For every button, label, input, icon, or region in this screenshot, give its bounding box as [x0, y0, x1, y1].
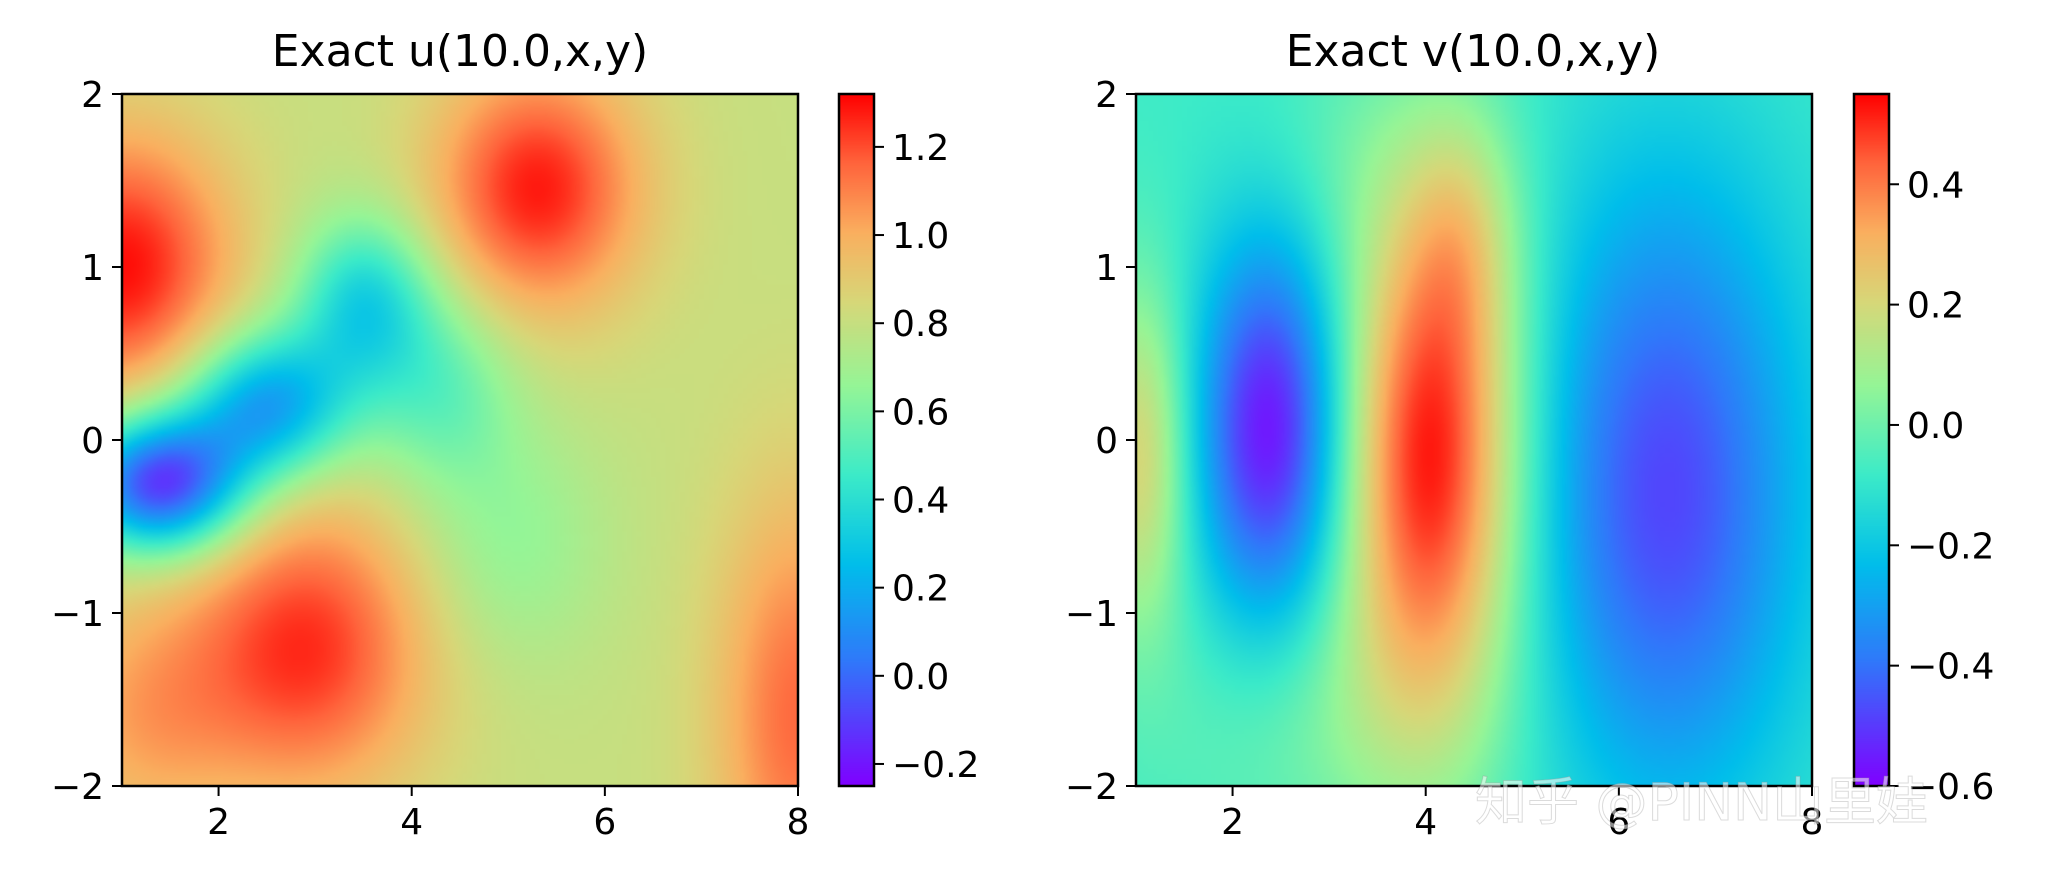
chart-u-heatmap: [122, 94, 798, 786]
y-tick-label: 2: [81, 75, 104, 116]
chart-u: Exact u(10.0,x,y) 2 4 6 8 −2 −1 0 1 2 −0.2 0.0 0.…: [51, 26, 980, 843]
x-tick-label: 4: [400, 802, 423, 843]
chart-v-x-axis: 2 4 6 8: [1221, 786, 1823, 843]
y-tick-label: −2: [51, 767, 104, 808]
colorbar-tick-label: 0.4: [1907, 165, 1964, 206]
y-tick-label: 1: [81, 248, 104, 289]
colorbar-tick-label: 0.0: [1907, 406, 1964, 447]
colorbar-tick-label: −0.2: [1907, 526, 1994, 567]
y-tick-label: 2: [1095, 75, 1118, 116]
colorbar-tick-label: 0.8: [892, 304, 949, 345]
colorbar-tick-label: −0.2: [892, 745, 979, 786]
colorbar-tick-label: 0.2: [1907, 286, 1964, 327]
colorbar-tick-label: 0.4: [892, 481, 949, 522]
colorbar-tick-label: 0.6: [892, 392, 949, 433]
chart-v-colorbar: [1854, 94, 1889, 786]
x-tick-label: 6: [1607, 802, 1630, 843]
chart-v-heatmap: [1136, 94, 1812, 786]
x-tick-label: 6: [593, 802, 616, 843]
colorbar-tick-label: 1.0: [892, 216, 949, 257]
colorbar-tick-label: −0.6: [1907, 767, 1994, 808]
chart-v-title: Exact v(10.0,x,y): [1286, 26, 1661, 77]
chart-u-title: Exact u(10.0,x,y): [272, 26, 648, 77]
chart-v-colorbar-ticks: −0.6 −0.4 −0.2 0.0 0.2 0.4: [1889, 165, 1994, 808]
chart-u-colorbar-frame: [837, 92, 876, 788]
colorbar-tick-label: 0.2: [892, 569, 949, 610]
chart-u-colorbar-ticks: −0.2 0.0 0.2 0.4 0.6 0.8 1.0 1.2: [874, 128, 979, 786]
y-tick-label: 0: [81, 421, 104, 462]
colorbar-tick-label: 1.2: [892, 128, 949, 169]
chart-u-y-axis: −2 −1 0 1 2: [51, 75, 122, 808]
y-tick-label: 1: [1095, 248, 1118, 289]
y-tick-label: 0: [1095, 421, 1118, 462]
y-tick-label: −2: [1065, 767, 1118, 808]
chart-u-colorbar: [839, 94, 874, 786]
chart-v-y-axis: −2 −1 0 1 2: [1065, 75, 1136, 808]
colorbar-tick-label: −0.4: [1907, 647, 1994, 688]
y-tick-label: −1: [1065, 594, 1118, 635]
chart-v-colorbar-frame: [1852, 92, 1891, 788]
colorbar-tick-label: 0.0: [892, 657, 949, 698]
chart-u-x-axis: 2 4 6 8: [207, 786, 809, 843]
y-tick-label: −1: [51, 594, 104, 635]
x-tick-label: 2: [207, 802, 230, 843]
x-tick-label: 4: [1414, 802, 1437, 843]
x-tick-label: 2: [1221, 802, 1244, 843]
x-tick-label: 8: [787, 802, 810, 843]
watermark: 知乎 @PINN山里娃: [1475, 773, 1928, 833]
x-tick-label: 8: [1801, 802, 1824, 843]
